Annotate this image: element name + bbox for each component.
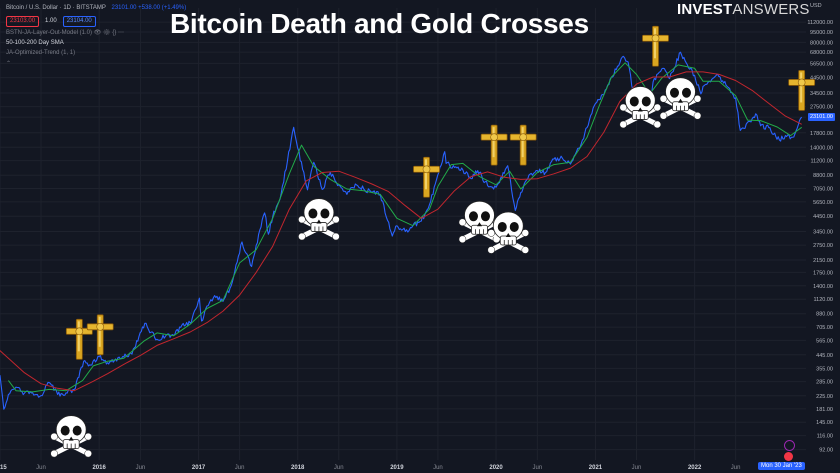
y-tick-label: 34500.00 [810, 91, 833, 97]
death-cross-marker [619, 86, 662, 129]
y-tick-label: 80000.00 [810, 40, 833, 46]
y-tick-label: 8800.00 [813, 173, 833, 179]
x-tick-label: Jun [731, 465, 741, 471]
y-tick-label: 355.00 [816, 366, 833, 372]
x-tick-label: 2017 [192, 465, 206, 471]
y-tick-label: 56500.00 [810, 61, 833, 67]
x-tick-label: 2020 [489, 465, 503, 471]
gold-cross-marker [413, 156, 440, 198]
price-change: 23101.00 +538.00 (+1.49%) [111, 5, 187, 11]
x-tick-label: Jun [632, 465, 642, 471]
chart-series [0, 51, 803, 410]
y-tick-label: 5650.00 [813, 200, 833, 206]
death-cross-marker [487, 211, 530, 254]
y-tick-label: 285.00 [816, 380, 833, 386]
death-cross-marker [659, 77, 702, 120]
y-tick-label: 1400.00 [813, 284, 833, 290]
replay-icon[interactable] [784, 452, 793, 461]
y-tick-label: 14000.00 [810, 145, 833, 151]
y-tick-label: 27500.00 [810, 105, 833, 111]
y-tick-label: 116.00 [817, 434, 833, 440]
indicator-layer-out[interactable]: BSTN-JA-Layer-Out-Model (1.0) 👁 ⚙ {} ⋯ [6, 29, 124, 36]
y-tick-label: 11200.00 [810, 159, 833, 165]
x-tick-label: Jun [36, 465, 46, 471]
x-tick-label: Jun [334, 465, 344, 471]
indicator-label: BSTN-JA-Layer-Out-Model (1.0) [6, 30, 93, 36]
y-tick-label: 145.00 [816, 420, 833, 426]
collapse-chevron-icon[interactable]: ⌃ [6, 61, 12, 67]
gold-cross-marker [65, 318, 93, 360]
gold-cross-marker [86, 314, 114, 356]
y-tick-label: 1750.00 [813, 270, 833, 276]
y-tick-label: 7050.00 [813, 187, 833, 193]
series-line-price [0, 51, 803, 410]
gold-cross-marker [642, 25, 669, 67]
indicator-sma[interactable]: 50-100-200 Day SMA [6, 40, 64, 46]
price-axis: 112000.00 95000.00 80000.00 68000.00 56500.0… [807, 20, 833, 453]
y-tick-label: 17800.00 [810, 131, 833, 137]
x-tick-label: 2019 [390, 465, 404, 471]
time-axis: 2015 Jun 2016 Jun 2017 Jun 2018 Jun 2019 Jun 2020 J… [0, 465, 740, 471]
y-tick-label: 92.00 [819, 448, 833, 454]
y-tick-label: 705.00 [816, 325, 833, 331]
y-tick-label: 4450.00 [813, 214, 833, 220]
x-tick-label: 2021 [589, 465, 603, 471]
spread-value: 1.00 [45, 18, 57, 24]
brand-logo: INVESTANSWERS [677, 1, 810, 18]
y-tick-label: 181.00 [816, 407, 833, 413]
brand-bold: INVEST [677, 1, 733, 18]
symbol-name: Bitcoin / U.S. Dollar · 1D · BITSTAMP [6, 5, 106, 11]
alert-icon[interactable] [784, 440, 795, 451]
x-tick-label: 2016 [92, 465, 106, 471]
series-line-sma200 [0, 71, 802, 392]
date-cursor-label: Mon 30 Jan '23 [758, 462, 805, 470]
gold-cross-marker [509, 124, 537, 166]
y-tick-label: 880.00 [816, 312, 833, 318]
sell-price-button[interactable]: 23103.00 [6, 16, 40, 27]
y-tick-label: 112000.00 [807, 20, 833, 26]
gold-cross-marker [480, 124, 508, 166]
death-cross-marker [298, 198, 340, 241]
death-cross-marker [50, 415, 92, 458]
x-tick-label: Jun [235, 465, 245, 471]
y-tick-label: 3450.00 [813, 230, 833, 236]
y-tick-label: 95000.00 [810, 30, 833, 36]
y-tick-label: 2750.00 [813, 243, 833, 249]
x-tick-label: 2018 [291, 465, 305, 471]
x-tick-label: Jun [532, 465, 542, 471]
symbol-title: Bitcoin / U.S. Dollar · 1D · BITSTAMP 23… [6, 5, 186, 11]
indicator-controls-icon[interactable]: 👁 ⚙ {} ⋯ [93, 30, 124, 36]
y-tick-label: 565.00 [816, 338, 833, 344]
brand-light: ANSWERS [732, 1, 810, 18]
y-tick-label: 225.00 [816, 394, 833, 400]
indicator-optimized-trend[interactable]: JA-Optimized-Trend (1, 1) [6, 50, 76, 56]
currency-label[interactable]: USD [810, 3, 822, 9]
y-tick-label: 2150.00 [813, 258, 833, 264]
y-tick-label: 44500.00 [810, 76, 833, 82]
y-tick-label: 68000.00 [810, 50, 833, 56]
y-tick-label: 1120.00 [814, 297, 833, 303]
gold-cross-marker [788, 70, 816, 111]
x-tick-label: 2015 [0, 465, 7, 471]
x-tick-label: Jun [433, 465, 443, 471]
x-tick-label: 2022 [688, 465, 702, 471]
chart-title: Bitcoin Death and Gold Crosses [170, 8, 589, 39]
chart-grid [0, 8, 806, 460]
y-tick-label: 445.00 [816, 353, 833, 359]
series-line-sma50 [7, 62, 802, 393]
current-price-label: 23101.00 [808, 113, 835, 121]
buy-price-button[interactable]: 23104.00 [62, 16, 96, 27]
chart-annotations [50, 25, 816, 458]
bid-ask-row: 23103.00 1.00 23104.00 [6, 16, 96, 27]
x-tick-label: Jun [136, 465, 146, 471]
